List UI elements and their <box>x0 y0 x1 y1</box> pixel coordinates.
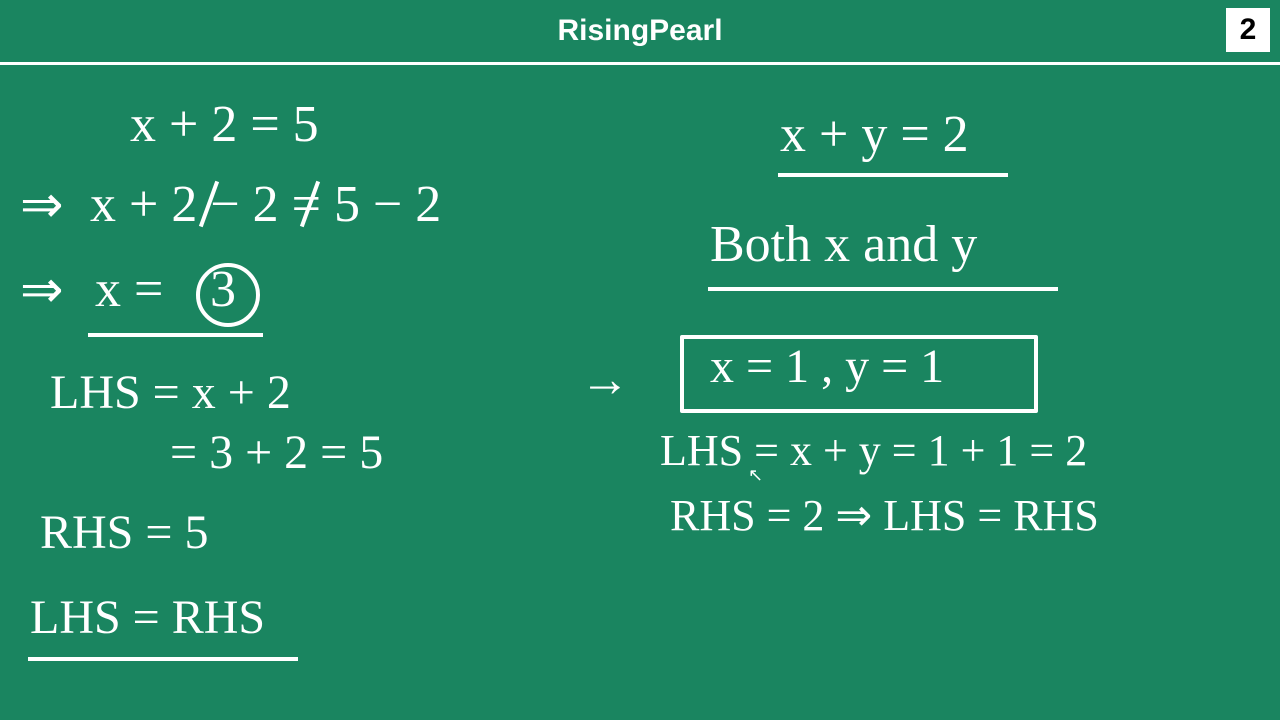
answer-circle <box>196 263 260 327</box>
arrow-icon: → <box>580 350 630 408</box>
left-conclusion-underline <box>28 657 298 661</box>
left-lhs-line1: LHS = x + 2 <box>50 365 291 420</box>
chalkboard-area: x + 2 = 5 ⇒ x + 2 − 2 = 5 − 2 ⇒ x = 3 LH… <box>0 65 1280 720</box>
right-eq1-underline <box>778 173 1008 177</box>
right-both-underline <box>708 287 1058 291</box>
brand-title: RisingPearl <box>0 0 1280 48</box>
right-solution: x = 1 , y = 1 <box>710 339 944 394</box>
left-equation-2: x + 2 − 2 = 5 − 2 <box>90 175 441 234</box>
right-lhs: LHS = x + y = 1 + 1 = 2 <box>660 425 1087 476</box>
left-lhs-line2: = 3 + 2 = 5 <box>170 425 383 480</box>
implies-2: ⇒ <box>20 260 64 320</box>
left-conclusion: LHS = RHS <box>30 590 265 645</box>
right-rhs-concl: RHS = 2 ⇒ LHS = RHS <box>670 490 1099 541</box>
implies-1: ⇒ <box>20 175 64 235</box>
page-number-box: 2 <box>1226 8 1270 52</box>
cursor-icon: ↖ <box>748 465 763 486</box>
right-equation-1: x + y = 2 <box>780 105 969 164</box>
left-result-x-eq: x = <box>95 260 163 319</box>
right-both-xy: Both x and y <box>710 215 977 274</box>
left-rhs: RHS = 5 <box>40 505 208 560</box>
header-bar: RisingPearl 2 <box>0 0 1280 65</box>
left-equation-1: x + 2 = 5 <box>130 95 319 154</box>
left-result-underline <box>88 333 263 337</box>
